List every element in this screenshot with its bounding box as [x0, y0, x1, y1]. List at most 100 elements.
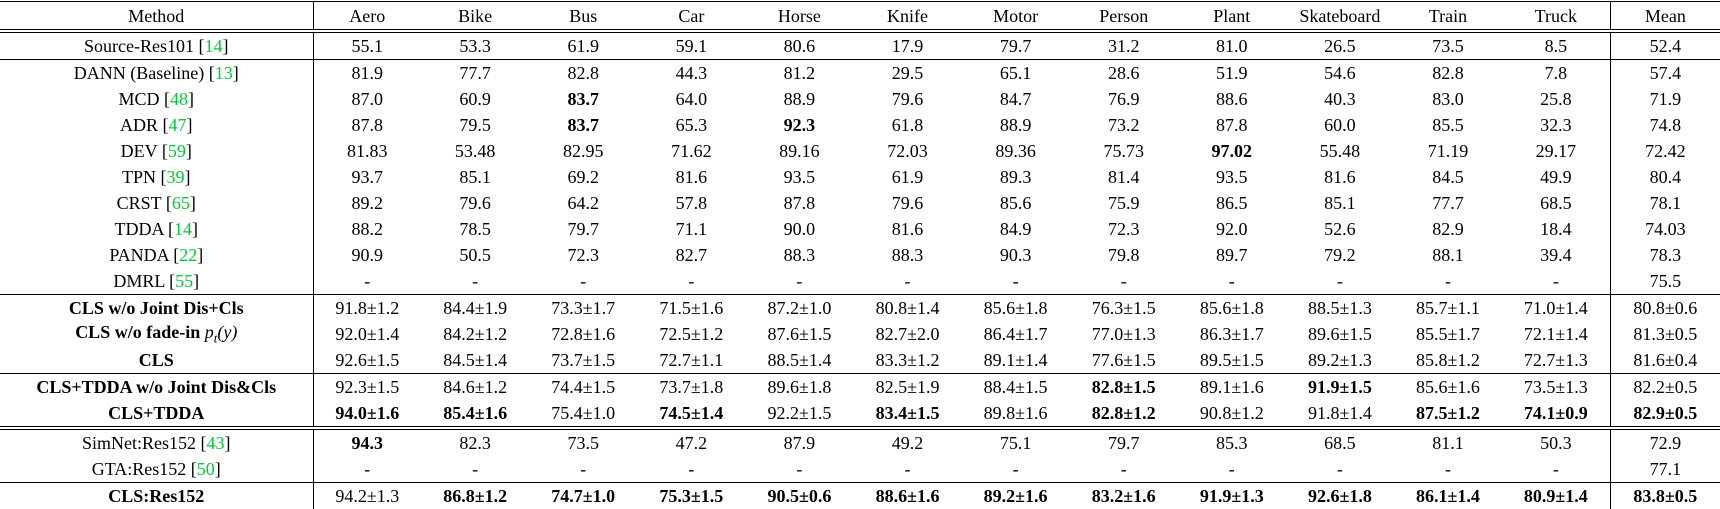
table-row-tdda: TDDA [14] 88.2 78.5 79.7 71.1 90.0 81.6 84.9 72.… [0, 216, 1720, 242]
value-cell-skateboard: 60.0 [1324, 115, 1356, 135]
value-cell-aero: 81.83 [312, 138, 422, 164]
value-cell-knife: 82.7±2.0 [875, 324, 940, 344]
value-cell-person: 81.4 [1107, 167, 1140, 187]
value-cell-aero: - [312, 268, 422, 295]
column-header-car: Car [678, 5, 705, 26]
value-cell-car: 72.5±1.2 [659, 324, 724, 344]
method-cell: CLS w/o fade-in pt(y) [0, 321, 313, 347]
value-cell-train: 71.19 [1427, 141, 1469, 161]
method-name: DMRL [113, 271, 165, 291]
value-cell-horse: 90.5±0.6 [767, 486, 832, 506]
value-cell-person: 82.8±1.2 [1091, 403, 1156, 423]
value-cell-truck: - [1552, 271, 1559, 291]
value-cell-horse: 89.16 [779, 141, 820, 161]
citation-link[interactable]: 14 [174, 219, 192, 239]
value-cell-person: 31.2 [1107, 36, 1140, 56]
section-res152-baselines: SimNet:Res152 [43] 94.3 82.3 73.5 47.2 87.9 49… [0, 428, 1720, 483]
value-cell-horse: 88.5±1.4 [767, 350, 832, 370]
value-cell-bike: 50.5 [459, 245, 491, 265]
citation-link[interactable]: 65 [171, 193, 190, 213]
value-cell-person: 82.8±1.5 [1091, 377, 1156, 397]
table-row-gta-res152: GTA:Res152 [50] - - - - - - - - - - - - 77.1 [0, 456, 1720, 483]
value-cell-skateboard: 91.9±1.5 [1307, 377, 1372, 397]
value-cell-mean: 80.4 [1609, 164, 1720, 190]
method-name: TDDA [114, 219, 164, 239]
value-cell-plant: 97.02 [1211, 141, 1253, 161]
value-cell-motor: - [1012, 459, 1019, 479]
value-cell-bus: - [580, 459, 587, 479]
citation-link[interactable]: 50 [196, 459, 215, 479]
value-cell-knife: 61.8 [891, 115, 924, 135]
column-header-person: Person [1099, 5, 1149, 26]
value-cell-aero: 94.2±1.3 [312, 482, 422, 509]
value-cell-car: 47.2 [675, 433, 708, 453]
value-cell-truck: 72.1±1.4 [1523, 324, 1588, 344]
citation-link[interactable]: 13 [214, 63, 233, 83]
value-cell-train: 85.8±1.2 [1416, 350, 1480, 370]
value-cell-bus: 73.5 [567, 433, 599, 453]
method-name: CLS+TDDA w/o Joint Dis&Cls [36, 377, 277, 397]
value-cell-bike: - [472, 271, 479, 291]
value-cell-horse: 92.2±1.5 [767, 403, 832, 423]
value-cell-car: 57.8 [675, 193, 708, 213]
citation-link[interactable]: 48 [170, 89, 188, 109]
citation-link[interactable]: 43 [206, 433, 225, 453]
value-cell-mean: 81.3±0.5 [1609, 321, 1720, 347]
method-cell: CLS [0, 347, 313, 374]
value-cell-car: 74.5±1.4 [659, 403, 724, 423]
value-cell-person: 73.2 [1107, 115, 1140, 135]
value-cell-truck: 50.3 [1540, 433, 1572, 453]
value-cell-car: 82.7 [675, 245, 708, 265]
column-header-bus: Bus [569, 5, 598, 26]
value-cell-knife: 29.5 [891, 63, 924, 83]
value-cell-aero: 91.8±1.2 [312, 294, 422, 321]
table-row-cls-w-o-fade-in: CLS w/o fade-in pt(y) 92.0±1.4 84.2±1.2 72.… [0, 321, 1720, 347]
value-cell-mean: 57.4 [1609, 59, 1720, 86]
value-cell-person: 77.0±1.3 [1091, 324, 1156, 344]
value-cell-bike: 78.5 [459, 219, 491, 239]
method-name: MCD [118, 89, 160, 109]
method-name: TPN [121, 167, 156, 187]
value-cell-bus: 74.4±1.5 [551, 377, 616, 397]
method-cell: CLS w/o Joint Dis+Cls [0, 295, 313, 322]
value-cell-person: 72.3 [1107, 219, 1140, 239]
value-cell-skateboard: 81.6 [1324, 167, 1356, 187]
value-cell-mean: 77.1 [1609, 456, 1720, 483]
value-cell-skateboard: 26.5 [1324, 36, 1356, 56]
value-cell-skateboard: 40.3 [1324, 89, 1356, 109]
value-cell-horse: 87.2±1.0 [767, 298, 832, 318]
method-cell: CLS+TDDA [0, 400, 313, 428]
table-row-source-res101: Source-Res101 [14] 55.1 53.3 61.9 59.1 80.6 17… [0, 31, 1720, 60]
value-cell-person: 79.7 [1107, 433, 1140, 453]
value-cell-train: 85.6±1.6 [1416, 377, 1480, 397]
value-cell-person: - [1120, 459, 1127, 479]
citation-link[interactable]: 47 [168, 115, 187, 135]
value-cell-mean: 72.9 [1609, 428, 1720, 456]
citation-link[interactable]: 59 [167, 141, 186, 161]
table-row-cls-w-o-joint-dis-cls: CLS w/o Joint Dis+Cls 91.8±1.2 84.4±1.9 73.… [0, 294, 1720, 322]
value-cell-train: 88.1 [1432, 245, 1464, 265]
value-cell-knife: 17.9 [891, 36, 924, 56]
value-cell-aero: 55.1 [312, 31, 422, 60]
method-cell: GTA:Res152 [50] [91, 459, 221, 479]
value-cell-plant: 89.1±1.6 [1199, 377, 1264, 397]
value-cell-plant: 86.3±1.7 [1199, 324, 1264, 344]
citation-link[interactable]: 22 [179, 245, 198, 265]
citation-link[interactable]: 39 [166, 167, 185, 187]
value-cell-bus: 82.95 [562, 141, 604, 161]
method-name: PANDA [109, 245, 169, 265]
section-cls-ablations: CLS w/o Joint Dis+Cls 91.8±1.2 84.4±1.9 73.… [0, 294, 1720, 374]
value-cell-aero: 88.2 [312, 216, 422, 242]
citation-link[interactable]: 14 [204, 36, 223, 56]
value-cell-knife: 83.4±1.5 [875, 403, 940, 423]
value-cell-car: 75.3±1.5 [659, 486, 724, 506]
value-cell-mean: 83.8±0.5 [1609, 482, 1720, 509]
value-cell-train: 81.1 [1432, 433, 1464, 453]
value-cell-bike: 60.9 [459, 89, 491, 109]
value-cell-plant: 88.6 [1216, 89, 1248, 109]
method-name: GTA:Res152 [91, 459, 187, 479]
value-cell-train: 83.0 [1432, 89, 1464, 109]
method-cell: Source-Res101 [14] [84, 36, 229, 56]
value-cell-knife: 82.5±1.9 [875, 377, 940, 397]
citation-link[interactable]: 55 [175, 271, 194, 291]
